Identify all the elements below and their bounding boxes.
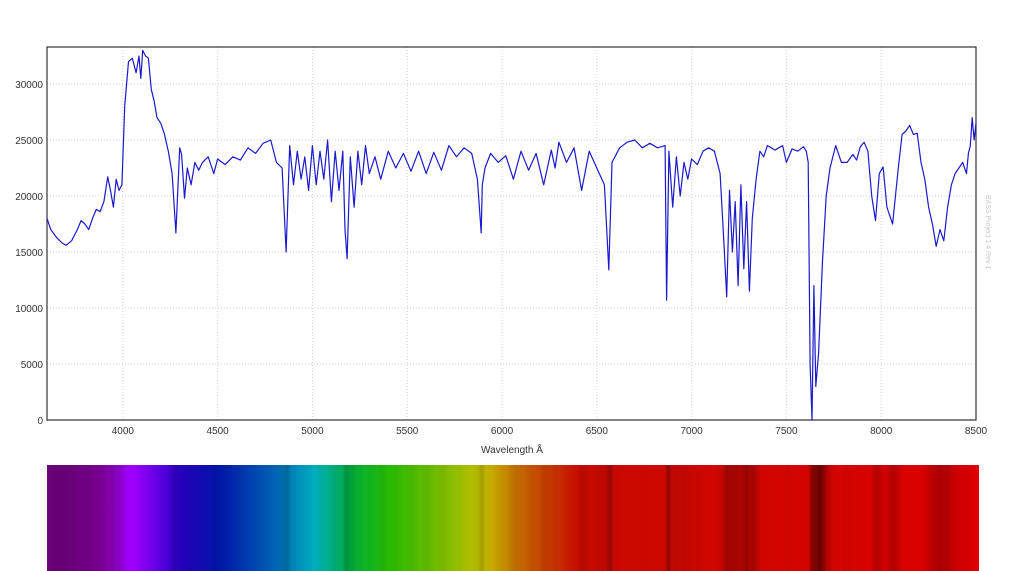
watermark-label: BASS Project 1.4 Rev 1 (984, 195, 991, 269)
y-tick-label: 5000 (21, 360, 44, 371)
y-tick-label: 15000 (15, 248, 43, 259)
x-tick-label: 7000 (680, 426, 703, 437)
y-tick-label: 30000 (15, 80, 43, 91)
spectrum-color-strip (47, 465, 979, 571)
y-axis-ticks: 0 5000 10000 15000 20000 25000 30000 (15, 80, 43, 427)
x-axis-title: Wavelength Å (481, 443, 543, 456)
x-tick-label: 7500 (775, 426, 798, 437)
x-tick-label: 8000 (870, 426, 893, 437)
x-tick-label: 6000 (491, 426, 514, 437)
y-tick-label: 25000 (15, 136, 43, 147)
x-tick-label: 8500 (965, 426, 988, 437)
spectrum-chart: 0 5000 10000 15000 20000 25000 30000 4000 4500 5… (15, 46, 991, 456)
spectrum-line (46, 49, 977, 421)
y-tick-label: 0 (37, 416, 43, 427)
x-tick-label: 4000 (112, 426, 135, 437)
x-tick-label: 5500 (396, 426, 419, 437)
grid-lines (47, 47, 976, 420)
x-axis-ticks: 4000 4500 5000 5500 6000 6500 7000 7500 8000 8500 (112, 426, 988, 437)
plot-frame (46, 46, 977, 421)
x-tick-label: 6500 (586, 426, 609, 437)
x-tick-label: 5000 (301, 426, 324, 437)
x-tick-label: 4500 (207, 426, 230, 437)
y-tick-label: 20000 (15, 192, 43, 203)
y-tick-label: 10000 (15, 304, 43, 315)
